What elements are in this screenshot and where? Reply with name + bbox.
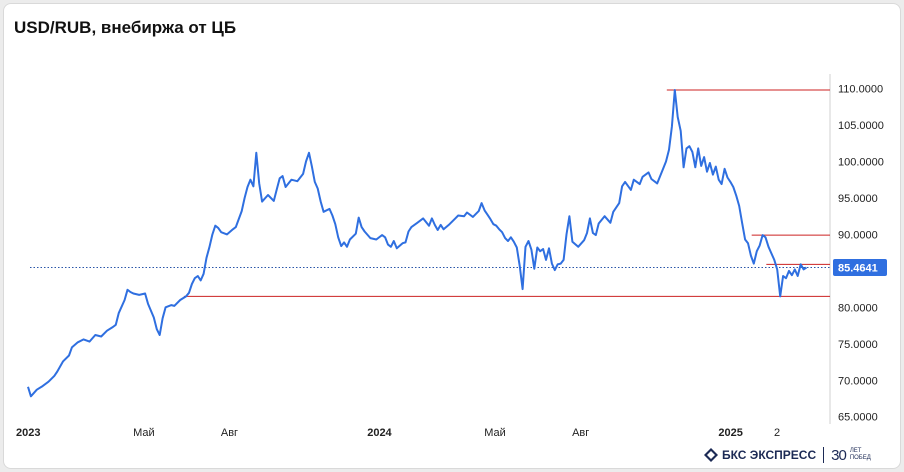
usd-rub-line-chart: 65.000070.000075.000080.000085.000090.00… [16,74,887,439]
logo-anniversary-number: 30 [831,446,847,464]
x-tick-label: Май [484,427,506,439]
x-tick-label: Май [133,427,155,439]
y-tick-label: 100.0000 [838,157,884,169]
last-value-label: 85.4641 [838,262,878,274]
y-axis-ticks: 65.000070.000075.000080.000085.000090.00… [838,84,884,424]
usd-rub-series-line [27,89,808,398]
y-tick-label: 105.0000 [838,120,884,132]
x-tick-label: Авг [221,427,238,439]
y-tick-label: 65.0000 [838,412,878,424]
logo-caption-line1: ЛЕТ [849,448,862,454]
x-tick-label: 2023 [16,427,40,439]
reference-lines [183,89,830,297]
x-tick-label: 2024 [367,427,392,439]
x-tick-label: 2025 [718,427,742,439]
bks-logo-icon [704,448,718,462]
y-tick-label: 70.0000 [838,375,878,387]
y-tick-label: 110.0000 [838,84,883,96]
logo-separator [823,447,825,463]
logo-anniversary-caption: ЛЕТ ПОБЕД [850,448,871,462]
y-tick-label: 90.0000 [838,229,878,241]
logo-brand-text: БКС ЭКСПРЕСС [722,448,817,462]
x-tick-label: Авг [572,427,589,439]
x-axis-ticks: 2023 Май Авг 2024 Май Авг 2025 2 [16,427,780,439]
y-tick-label: 95.0000 [838,193,878,205]
x-tick-label: 2 [774,427,780,439]
y-tick-label: 75.0000 [838,339,878,351]
chart-card: USD/RUB, внебиржа от ЦБ 65.0000 70.0000 75… [3,3,901,469]
last-value-badge [833,258,887,276]
chart-title: USD/RUB, внебиржа от ЦБ [14,18,237,37]
bks-express-logo: БКС ЭКСПРЕСС 30 ЛЕТ ПОБЕД [704,444,871,466]
y-tick-label: 80.0000 [838,302,878,314]
logo-caption-line2: ПОБЕД [849,455,871,461]
